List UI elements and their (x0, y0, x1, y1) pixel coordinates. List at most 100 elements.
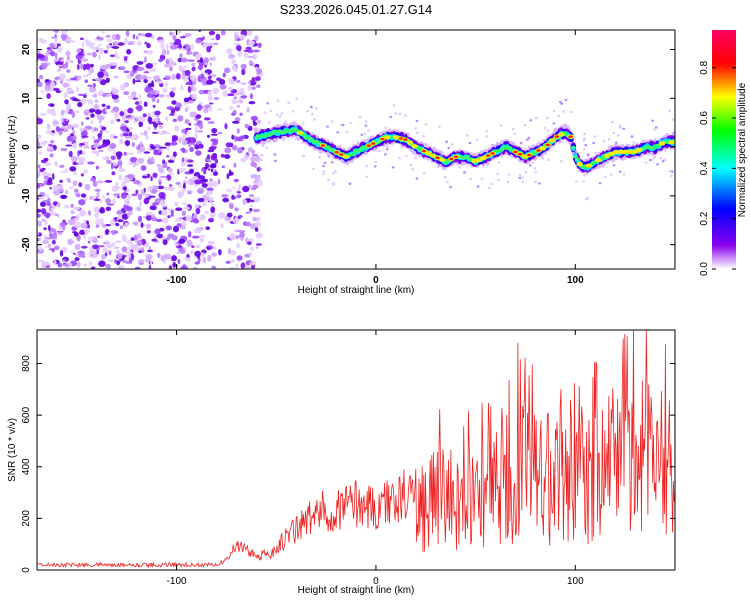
spectrogram-peak-cell (549, 138, 556, 143)
spectrogram-noise-cell (194, 126, 199, 133)
spectrogram-noise-cell (559, 159, 563, 163)
spectrogram-noise-cell (179, 53, 183, 58)
spectrogram-noise-cell (175, 207, 183, 211)
spectrogram-noise-cell (88, 86, 97, 93)
spectrogram-noise-cell (252, 121, 258, 126)
spectrogram-noise-cell (72, 180, 78, 187)
spectrogram-noise-cell (65, 144, 73, 147)
spectrogram-noise-cell (160, 254, 165, 262)
spectrogram-noise-cell (56, 202, 61, 208)
spectrogram-noise-cell (171, 235, 178, 241)
spectrogram-noise-cell (113, 41, 119, 46)
spectrogram-noise-cell (111, 198, 117, 205)
spectrogram-noise-cell (91, 135, 96, 140)
spectrogram-noise-cell (59, 222, 66, 227)
spectrogram-noise-cell (222, 72, 226, 78)
spectrogram-noise-cell (181, 188, 186, 193)
spectrogram-noise-cell (519, 141, 523, 145)
spectrogram-noise-cell (111, 46, 120, 49)
spectrogram-noise-cell (180, 217, 183, 220)
spectrogram-peak-cell (558, 132, 565, 137)
spectrogram-noise-cell (123, 151, 127, 156)
spectrogram-noise-cell (43, 175, 50, 180)
spectrogram-noise-cell (255, 76, 261, 81)
spectrogram-noise-cell (403, 114, 407, 117)
spectrogram-noise-cell (211, 128, 218, 134)
spectrogram-noise-cell (87, 161, 95, 165)
spectrogram-noise-cell (273, 153, 277, 156)
spectrogram-noise-cell (195, 38, 202, 44)
spectrogram-noise-cell (145, 214, 152, 221)
spectrogram-noise-cell (209, 62, 212, 67)
spectrogram-noise-cell (136, 40, 142, 46)
spectrogram-noise-cell (46, 147, 54, 149)
spectrogram-noise-cell (194, 132, 198, 140)
spectrogram-noise-cell (248, 252, 252, 256)
spectrogram-noise-cell (83, 145, 90, 149)
spectrogram-noise-cell (212, 87, 219, 95)
spectrogram-noise-cell (603, 176, 607, 179)
spectrogram-noise-cell (552, 122, 556, 125)
spectrogram-noise-cell (217, 131, 223, 135)
spectrogram-noise-cell (203, 107, 209, 114)
spectrogram-noise-cell (485, 130, 488, 133)
spectrogram-noise-cell (65, 107, 70, 113)
spectrogram-noise-cell (46, 161, 49, 167)
spectrogram-peak-cell (490, 152, 495, 155)
spectrogram-noise-cell (126, 247, 134, 251)
spectrogram-noise-cell (44, 79, 50, 82)
spectrogram-noise-cell (90, 177, 95, 182)
spectrogram-noise-cell (389, 115, 393, 119)
spectrogram-noise-cell (143, 130, 148, 137)
spectrogram-noise-cell (562, 110, 565, 113)
spectrogram-noise-cell (44, 194, 49, 197)
spectrogram-peak-cell (398, 137, 404, 140)
spectrogram-noise-cell (237, 92, 244, 95)
spectrogram-noise-cell (110, 242, 116, 247)
spectrogram-noise-cell (90, 119, 94, 125)
spectrogram-noise-cell (37, 135, 41, 139)
spectrogram-noise-cell (89, 261, 93, 266)
spectrogram-noise-cell (89, 249, 97, 255)
spectrogram-noise-cell (97, 71, 104, 79)
spectrogram-noise-cell (172, 225, 180, 233)
spectrogram-noise-cell (131, 142, 136, 148)
spectrogram-noise-cell (152, 172, 158, 178)
spectrogram-image (37, 30, 675, 269)
spectrogram-noise-cell (180, 265, 188, 269)
spectrogram-noise-cell (251, 153, 259, 157)
spectrogram-ridge-cell (465, 155, 470, 159)
spectrogram-noise-cell (128, 257, 133, 263)
spectrogram-peak-cell (366, 144, 371, 147)
spectrogram-noise-cell (111, 171, 116, 176)
spectrogram-noise-cell (144, 68, 149, 71)
spectrogram-noise-cell (194, 204, 200, 209)
spectrogram-noise-cell (311, 112, 314, 116)
spectrogram-noise-cell (93, 142, 100, 148)
spectrogram-noise-cell (106, 38, 113, 42)
spectrogram-noise-cell (541, 157, 545, 160)
spectrogram-noise-cell (70, 210, 75, 215)
spectrogram-noise-cell (607, 138, 611, 141)
spectrogram-noise-cell (46, 265, 50, 268)
spectrogram-noise-cell (158, 179, 163, 182)
spectrogram-noise-cell (594, 151, 598, 155)
spectrogram-noise-cell (136, 239, 143, 246)
spectrogram-noise-cell (622, 173, 626, 176)
spectrogram-noise-cell (108, 259, 114, 263)
spectrogram-noise-cell (276, 99, 280, 102)
spectrogram-noise-cell (547, 158, 551, 162)
spectrogram-noise-cell (74, 243, 81, 251)
spectrogram-noise-cell (564, 98, 568, 102)
spectrogram-noise-cell (138, 250, 143, 254)
spectrogram-noise-cell (158, 131, 166, 135)
spectrogram-noise-cell (137, 232, 142, 239)
spectrogram-noise-cell (223, 67, 231, 74)
spectrogram-noise-cell (332, 172, 335, 175)
spectrogram-noise-cell (110, 119, 114, 125)
spectrogram-noise-cell (65, 177, 71, 182)
spectrogram-noise-cell (68, 150, 73, 158)
spectrogram-noise-cell (611, 120, 614, 124)
spectrogram-noise-cell (109, 54, 116, 58)
spectrogram-noise-cell (237, 191, 241, 194)
